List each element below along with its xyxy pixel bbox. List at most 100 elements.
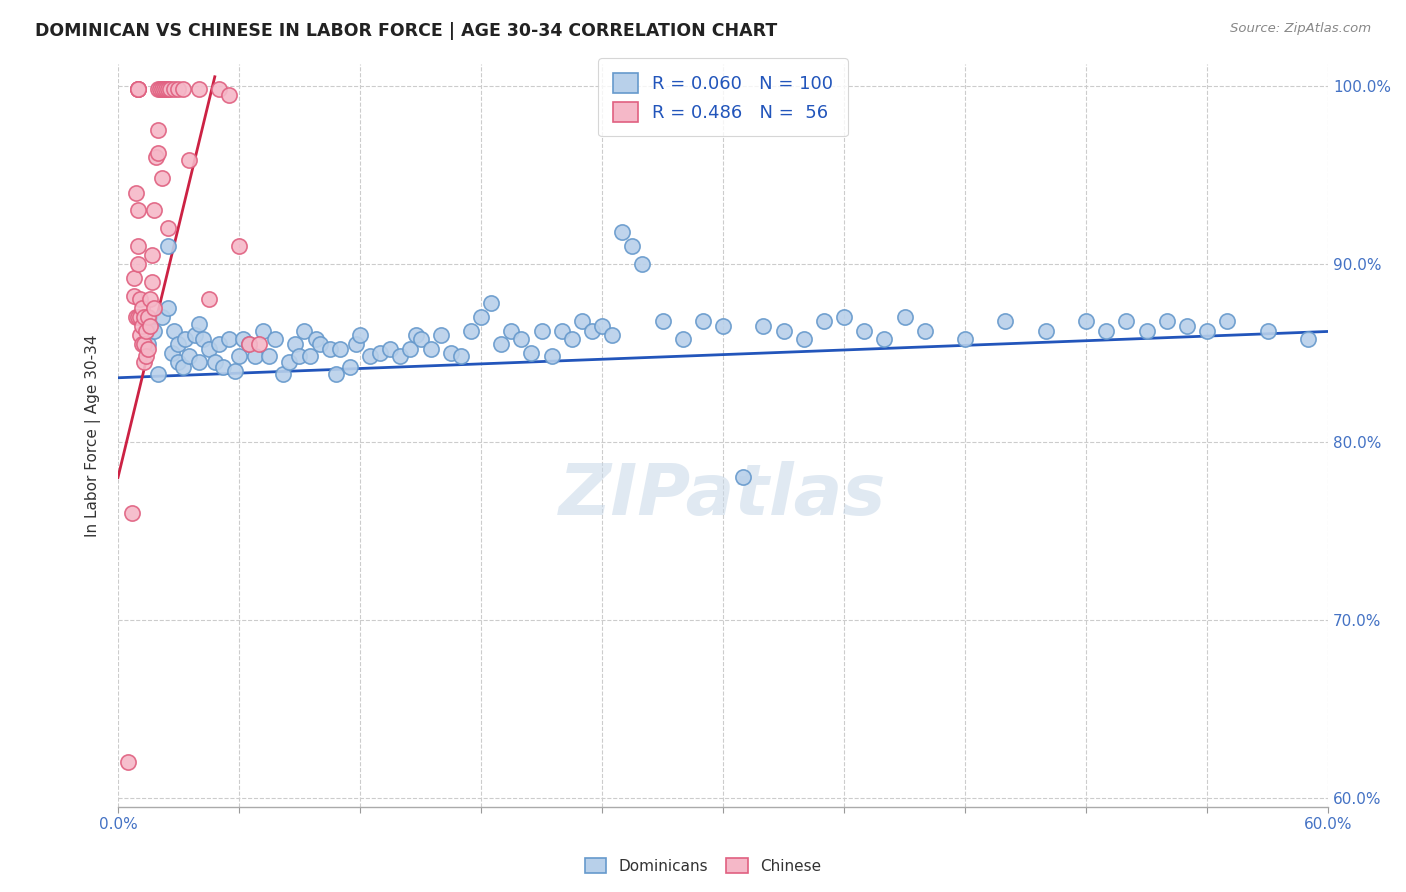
Point [510, 332, 533, 346]
Point [197, 293, 219, 307]
Point [440, 346, 463, 360]
Point [228, 239, 250, 253]
Point [148, 123, 170, 137]
Point [187, 82, 209, 96]
Point [228, 350, 250, 364]
Point [150, 82, 173, 96]
Point [1095, 325, 1118, 339]
Point [218, 87, 240, 102]
Point [204, 355, 226, 369]
Point [167, 82, 190, 96]
Point [173, 332, 195, 346]
Point [692, 314, 714, 328]
Point [581, 325, 603, 339]
Point [292, 325, 315, 339]
Point [131, 319, 153, 334]
Point [711, 319, 734, 334]
Legend: R = 0.060   N = 100, R = 0.486   N =  56: R = 0.060 N = 100, R = 0.486 N = 56 [598, 59, 848, 136]
Point [127, 82, 149, 96]
Point [191, 332, 214, 346]
Point [772, 325, 794, 339]
Point [187, 355, 209, 369]
Point [853, 325, 876, 339]
Point [631, 257, 654, 271]
Point [813, 314, 835, 328]
Point [136, 343, 159, 357]
Point [752, 319, 775, 334]
Y-axis label: In Labor Force | Age 30-34: In Labor Force | Age 30-34 [86, 334, 101, 537]
Point [150, 310, 173, 325]
Point [143, 301, 166, 316]
Point [177, 350, 200, 364]
Point [141, 248, 163, 262]
Point [288, 350, 311, 364]
Point [591, 319, 613, 334]
Point [167, 355, 190, 369]
Point [134, 355, 156, 369]
Point [145, 150, 167, 164]
Point [139, 319, 162, 334]
Point [308, 337, 330, 351]
Legend: Dominicans, Chinese: Dominicans, Chinese [579, 852, 827, 880]
Text: ZIPatlas: ZIPatlas [560, 460, 887, 530]
Point [187, 318, 209, 332]
Point [157, 239, 180, 253]
Point [914, 325, 936, 339]
Point [139, 293, 162, 307]
Point [325, 368, 347, 382]
Point [470, 310, 492, 325]
Point [127, 82, 149, 96]
Point [117, 756, 139, 770]
Point [162, 346, 184, 360]
Point [183, 328, 205, 343]
Point [832, 310, 855, 325]
Text: DOMINICAN VS CHINESE IN LABOR FORCE | AGE 30-34 CORRELATION CHART: DOMINICAN VS CHINESE IN LABOR FORCE | AG… [35, 22, 778, 40]
Point [238, 337, 260, 351]
Point [141, 275, 163, 289]
Point [1216, 314, 1239, 328]
Point [540, 350, 562, 364]
Point [479, 296, 502, 310]
Point [121, 506, 143, 520]
Point [304, 332, 326, 346]
Point [172, 360, 194, 375]
Point [450, 350, 472, 364]
Point [224, 364, 246, 378]
Point [243, 350, 266, 364]
Point [131, 337, 153, 351]
Point [134, 310, 156, 325]
Point [672, 332, 695, 346]
Point [157, 221, 180, 235]
Point [257, 350, 280, 364]
Point [344, 337, 367, 351]
Point [319, 343, 342, 357]
Point [148, 82, 170, 96]
Point [612, 225, 634, 239]
Point [600, 328, 623, 343]
Point [136, 337, 159, 351]
Point [247, 337, 270, 351]
Point [125, 310, 148, 325]
Point [278, 355, 301, 369]
Point [238, 337, 260, 351]
Point [218, 332, 240, 346]
Point [419, 343, 441, 357]
Point [273, 368, 295, 382]
Point [131, 301, 153, 316]
Point [1175, 319, 1198, 334]
Point [122, 289, 145, 303]
Point [211, 360, 233, 375]
Point [953, 332, 976, 346]
Point [561, 332, 583, 346]
Point [1296, 332, 1319, 346]
Point [129, 328, 152, 343]
Point [155, 82, 177, 96]
Point [429, 328, 451, 343]
Point [136, 310, 159, 325]
Point [127, 310, 149, 325]
Point [157, 301, 180, 316]
Point [571, 314, 593, 328]
Point [208, 337, 231, 351]
Point [167, 337, 190, 351]
Point [339, 360, 361, 375]
